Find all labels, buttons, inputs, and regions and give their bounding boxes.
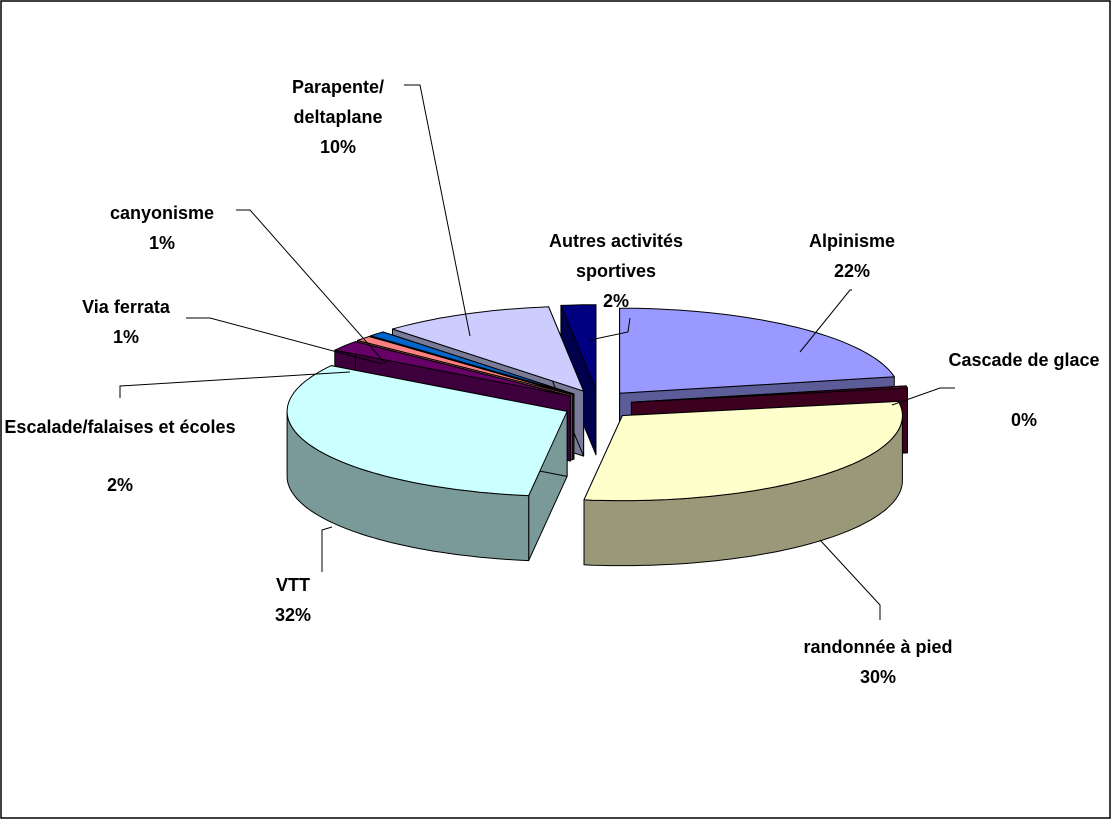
leader-line — [589, 317, 631, 341]
leader-line — [236, 209, 387, 365]
slice-value-label: 32% — [274, 605, 312, 625]
leader-line — [404, 84, 471, 337]
slice-value-label: 1% — [112, 327, 139, 347]
slice — [370, 331, 575, 395]
slice-value-label: 1% — [148, 233, 175, 253]
leader-line — [119, 371, 351, 398]
slice-label: randonnée à pied — [803, 637, 953, 657]
slice-value-label: 2% — [602, 291, 629, 311]
slice-value-label: 2% — [106, 475, 133, 495]
slice — [619, 307, 895, 394]
slice — [334, 341, 572, 397]
slice-label: Via ferrata — [82, 297, 170, 317]
slice-value-label: 10% — [319, 137, 357, 157]
slice-label: VTT — [276, 575, 310, 595]
slice-value-label: 22% — [833, 261, 871, 281]
slice — [583, 400, 903, 502]
slice — [560, 304, 597, 391]
slice-label: Alpinisme — [808, 231, 896, 251]
leader-line — [186, 317, 383, 365]
slice — [392, 306, 585, 392]
slice-value-label: 30% — [859, 667, 897, 687]
slice-label: Escalade/falaises et écoles — [4, 417, 236, 437]
leader-line — [799, 289, 852, 353]
slice — [630, 385, 908, 403]
slice-label: Autres activités sportives — [548, 231, 684, 281]
slice-label: Parapente/ deltaplane — [291, 77, 385, 127]
leader-line — [819, 539, 881, 620]
slice-value-label: 0% — [1010, 410, 1037, 430]
slice — [286, 365, 568, 497]
slice-label: canyonisme — [109, 203, 215, 223]
leader-line — [321, 526, 333, 572]
leader-line — [891, 387, 955, 406]
slice-label: Cascade de glace — [948, 350, 1100, 370]
